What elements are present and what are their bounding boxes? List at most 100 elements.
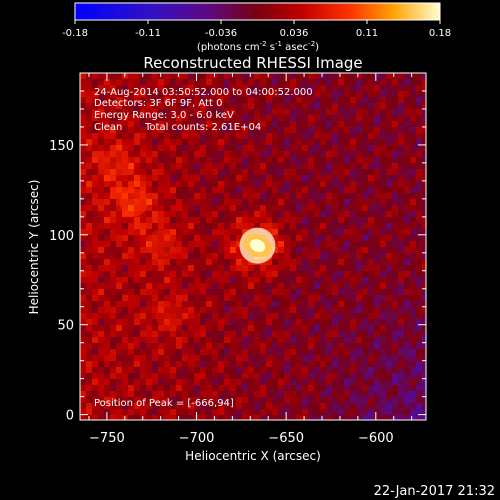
image-pixel [368,109,375,116]
image-pixel [422,367,426,374]
image-pixel [344,391,351,398]
image-pixel [170,211,177,218]
image-pixel [122,145,129,152]
image-pixel [80,103,87,110]
image-pixel [194,127,201,134]
image-pixel [314,367,321,374]
image-pixel [230,295,237,302]
image-pixel [320,313,327,320]
image-pixel [254,355,261,362]
image-pixel [182,379,189,386]
image-pixel [236,337,243,344]
image-pixel [212,115,219,122]
image-pixel [248,121,255,128]
image-pixel [254,151,261,158]
image-pixel [368,73,375,80]
image-pixel [374,133,381,140]
image-pixel [140,199,147,206]
y-tick-label: 150 [49,139,74,154]
image-pixel [320,355,327,362]
image-pixel [326,385,333,392]
image-pixel [260,415,267,420]
image-pixel [272,127,279,134]
image-pixel [326,145,333,152]
image-pixel [116,163,123,170]
image-pixel [86,127,93,134]
image-pixel [206,361,213,368]
image-pixel [116,265,123,272]
image-pixel [92,253,99,260]
image-pixel [122,163,129,170]
image-pixel [206,295,213,302]
image-pixel [308,271,315,278]
image-pixel [422,211,426,218]
image-pixel [122,391,129,398]
image-pixel [332,115,339,122]
image-pixel [92,265,99,272]
image-pixel [200,331,207,338]
image-pixel [86,385,93,392]
image-pixel [170,337,177,344]
image-pixel [278,289,285,296]
image-pixel [260,337,267,344]
image-pixel [392,319,399,326]
image-pixel [158,343,165,350]
image-pixel [272,307,279,314]
image-pixel [404,133,411,140]
image-pixel [188,193,195,200]
image-pixel [284,85,291,92]
image-pixel [140,301,147,308]
image-pixel [122,211,129,218]
image-pixel [98,379,105,386]
image-pixel [326,253,333,260]
image-pixel [176,151,183,158]
image-pixel [416,259,423,266]
image-pixel [320,259,327,266]
image-pixel [260,145,267,152]
image-pixel [266,265,273,272]
image-pixel [254,157,261,164]
image-pixel [164,187,171,194]
image-pixel [296,259,303,266]
image-pixel [404,205,411,212]
image-pixel [92,397,99,404]
image-pixel [92,217,99,224]
image-pixel [332,229,339,236]
image-pixel [200,391,207,398]
image-pixel [314,379,321,386]
image-pixel [158,301,165,308]
image-pixel [158,259,165,266]
image-pixel [194,187,201,194]
image-pixel [254,97,261,104]
image-pixel [254,319,261,326]
image-pixel [398,289,405,296]
image-pixel [266,409,273,416]
image-pixel [314,373,321,380]
image-pixel [218,247,225,254]
image-pixel [176,145,183,152]
image-pixel [116,181,123,188]
image-pixel [116,145,123,152]
image-pixel [392,331,399,338]
image-pixel [146,91,153,98]
image-pixel [170,121,177,128]
image-pixel [182,199,189,206]
image-pixel [98,415,105,420]
image-pixel [128,361,135,368]
image-pixel [236,295,243,302]
image-pixel [98,133,105,140]
image-pixel [374,373,381,380]
image-pixel [212,127,219,134]
image-pixel [86,157,93,164]
image-pixel [296,157,303,164]
image-pixel [134,337,141,344]
image-pixel [152,169,159,176]
image-pixel [182,145,189,152]
image-pixel [86,325,93,332]
image-pixel [386,157,393,164]
image-pixel [170,223,177,230]
image-pixel [176,271,183,278]
image-pixel [104,109,111,116]
image-pixel [230,193,237,200]
image-pixel [380,79,387,86]
